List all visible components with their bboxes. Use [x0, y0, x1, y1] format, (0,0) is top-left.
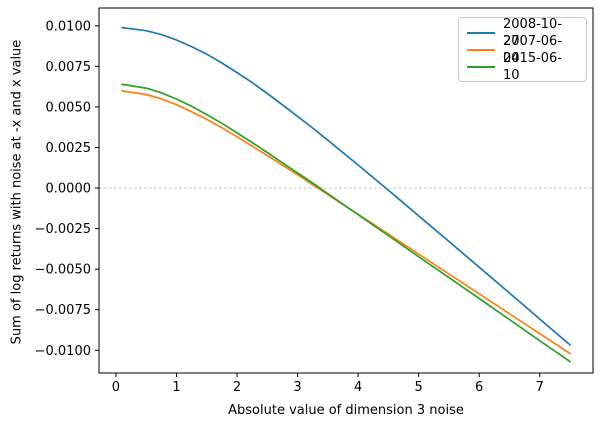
x-axis-label: Absolute value of dimension 3 noise — [228, 403, 464, 418]
legend-label: 2007-06-04 — [503, 33, 563, 66]
y-tick-label: −0.0100 — [35, 344, 91, 359]
x-tick-label: 2 — [233, 380, 241, 395]
y-tick-label: 0.0100 — [46, 19, 92, 34]
y-axis-label: Sum of log returns with noise at -x and … — [9, 39, 25, 345]
legend-item: 2015-06-10 — [467, 51, 578, 83]
y-tick-label: −0.0050 — [35, 263, 91, 278]
legend-item: 2008-10-27 — [467, 17, 578, 49]
legend-line-sample-orange — [467, 48, 495, 51]
legend: 2008-10-27 2007-06-04 2015-06-10 — [458, 17, 587, 83]
series-line-2008-10-27 — [121, 26, 571, 346]
legend-label: 2008-10-27 — [503, 16, 563, 49]
y-tick-label: 0.0000 — [46, 182, 92, 197]
legend-line-sample-blue — [467, 31, 495, 34]
x-tick-label: 0 — [112, 380, 120, 395]
x-tick-label: 5 — [415, 380, 423, 395]
x-tick-label: 6 — [475, 380, 483, 395]
y-tick-label: −0.0075 — [35, 303, 91, 318]
legend-line-sample-green — [467, 65, 495, 68]
plot-border — [98, 7, 594, 374]
legend-label: 2015-06-10 — [503, 50, 563, 83]
x-tick-label: 7 — [536, 380, 544, 395]
y-tick-label: 0.0075 — [46, 60, 92, 75]
y-tick-label: 0.0050 — [46, 100, 92, 115]
x-tick-label: 1 — [172, 380, 180, 395]
series-line-2007-06-04 — [121, 90, 571, 355]
x-tick-label: 3 — [293, 380, 301, 395]
y-tick-label: 0.0025 — [46, 141, 92, 156]
series-line-2015-06-10 — [121, 83, 571, 363]
legend-item: 2007-06-04 — [467, 34, 578, 66]
x-tick-label: 4 — [354, 380, 362, 395]
y-tick-label: −0.0025 — [35, 222, 91, 237]
